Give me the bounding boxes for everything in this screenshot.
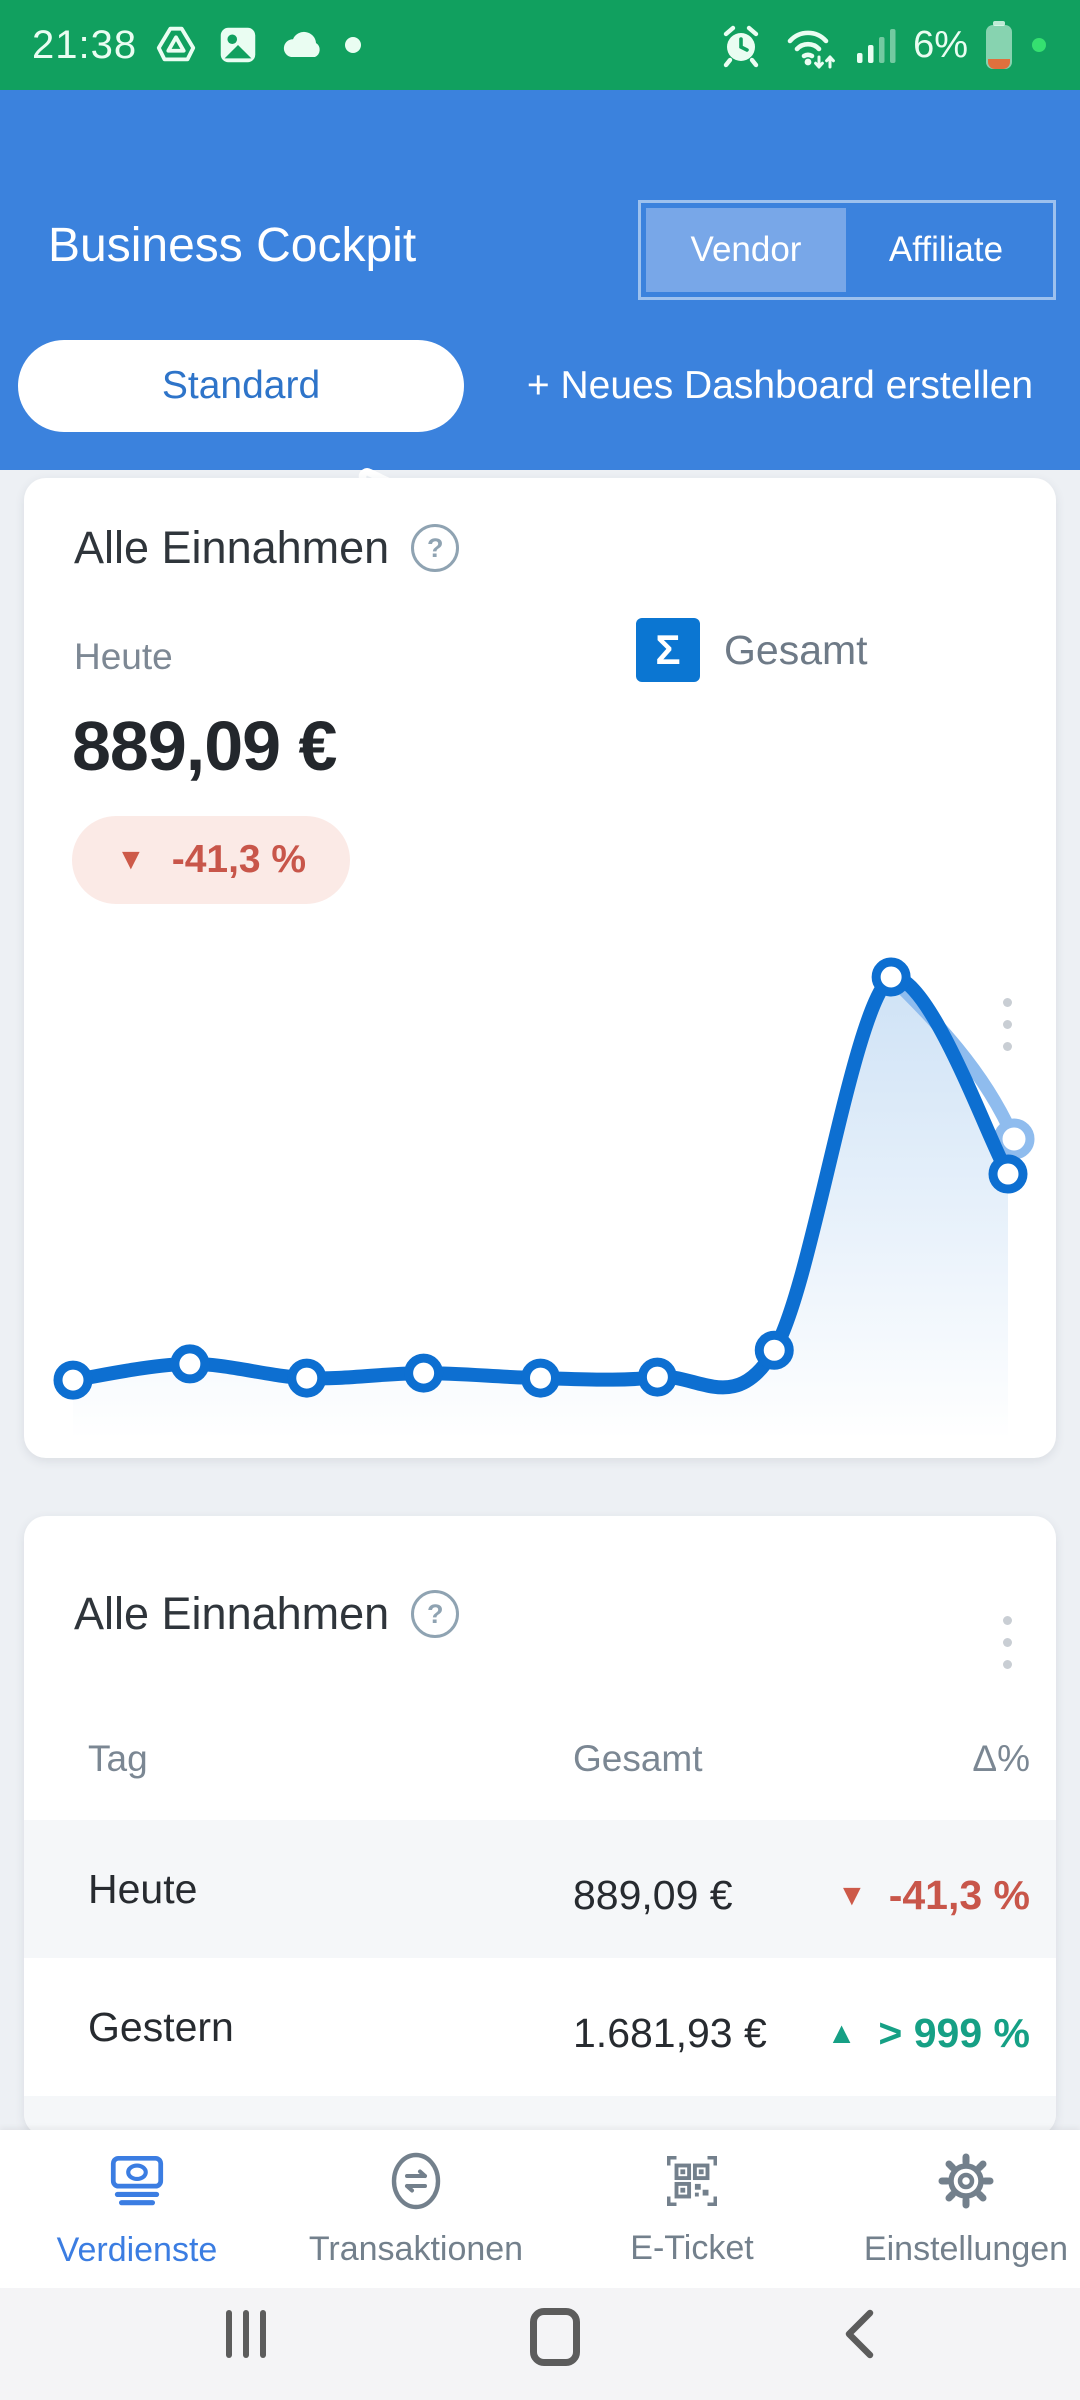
delta-value: -41,3 % [171, 838, 307, 881]
cloud-icon [277, 25, 327, 65]
notification-dot [343, 35, 363, 55]
create-dashboard-button[interactable]: + Neues Dashboard erstellen [526, 364, 1034, 407]
card-title: Alle Einnahmen [74, 522, 390, 573]
status-bar: 21:38 6% [0, 0, 1080, 90]
cell-total: 889,09 € [573, 1872, 733, 1918]
total-label: Gesamt [724, 626, 868, 673]
photo-icon [215, 22, 261, 68]
signal-icon [855, 23, 897, 67]
triangle-down-icon: ▼ [116, 843, 146, 876]
toggle-affiliate[interactable]: Affiliate [888, 230, 1004, 269]
app-header: Business Cockpit Vendor Affiliate Standa… [0, 90, 1080, 532]
transactions-icon [384, 2149, 448, 2218]
sigma-icon[interactable]: Σ [636, 618, 700, 682]
green-dot [1030, 36, 1048, 54]
qr-code-icon [661, 2150, 723, 2217]
earnings-line-chart[interactable] [30, 935, 1050, 1440]
alarm-icon [717, 21, 765, 69]
cell-total: 1.681,93 € [573, 2010, 767, 2056]
wifi-icon [781, 19, 839, 71]
column-header-gesamt: Gesamt [573, 1738, 703, 1779]
nav-label: Verdienste [56, 2231, 218, 2269]
nav-label: Einstellungen [863, 2230, 1069, 2268]
earnings-card: Alle Einnahmen ? Heute Σ Gesamt 889,09 €… [24, 478, 1056, 1458]
nav-item-transaktionen[interactable]: Transaktionen [296, 2130, 536, 2288]
earnings-table-card: Alle Einnahmen ? Tag Gesamt Δ% Heute 889… [24, 1516, 1056, 2136]
vendor-affiliate-toggle: Vendor Affiliate [638, 200, 1056, 300]
battery-icon [984, 19, 1014, 71]
nav-item-verdienste[interactable]: Verdienste [17, 2130, 257, 2288]
card-title: Alle Einnahmen [74, 1588, 390, 1639]
home-button[interactable] [530, 2308, 580, 2366]
bottom-navigation: Verdienste Transaktionen E-Ticket Einste… [0, 2130, 1080, 2288]
delta-badge: ▼ -41,3 % [72, 816, 351, 904]
table-row[interactable]: Heute 889,09 € ▼ -41,3 % [24, 1820, 1056, 1958]
drive-icon [153, 22, 199, 68]
card-menu-icon[interactable] [1003, 998, 1012, 1051]
total-amount: 889,09 € [72, 707, 337, 785]
money-icon [104, 2148, 170, 2219]
page-title: Business Cockpit [48, 219, 417, 272]
cell-delta: > 999 % [878, 2010, 1030, 2056]
battery-percent-text: 6% [913, 23, 968, 66]
clock-text: 21:38 [32, 22, 138, 67]
cell-day: Heute [88, 1866, 198, 1912]
column-header-tag: Tag [88, 1738, 148, 1779]
nav-label: Transaktionen [308, 2230, 524, 2268]
back-button[interactable] [842, 2308, 876, 2365]
cell-day: Gestern [88, 2004, 234, 2050]
table-header-row: Tag Gesamt Δ% [24, 1720, 1056, 1800]
recents-button[interactable] [226, 2310, 266, 2358]
nav-item-einstellungen[interactable]: Einstellungen [846, 2130, 1080, 2288]
tab-standard[interactable]: Standard [18, 340, 464, 432]
table-row[interactable]: Gestern 1.681,93 € ▲ > 999 % [24, 1958, 1056, 2096]
triangle-down-icon: ▼ [836, 1878, 867, 1912]
column-header-delta: Δ% [972, 1738, 1030, 1779]
card-menu-icon[interactable] [1003, 1616, 1012, 1669]
help-icon[interactable]: ? [411, 524, 460, 572]
period-label: Heute [74, 636, 173, 677]
gear-icon [934, 2149, 998, 2218]
cell-delta: -41,3 % [888, 1872, 1030, 1918]
toggle-vendor[interactable]: Vendor [646, 208, 846, 292]
android-nav-bar [0, 2288, 1080, 2400]
nav-item-eticket[interactable]: E-Ticket [572, 2130, 812, 2288]
nav-label: E-Ticket [630, 2229, 754, 2267]
table-row-partial [24, 2096, 1056, 2136]
help-icon[interactable]: ? [411, 1590, 460, 1638]
triangle-up-icon: ▲ [826, 2016, 857, 2050]
